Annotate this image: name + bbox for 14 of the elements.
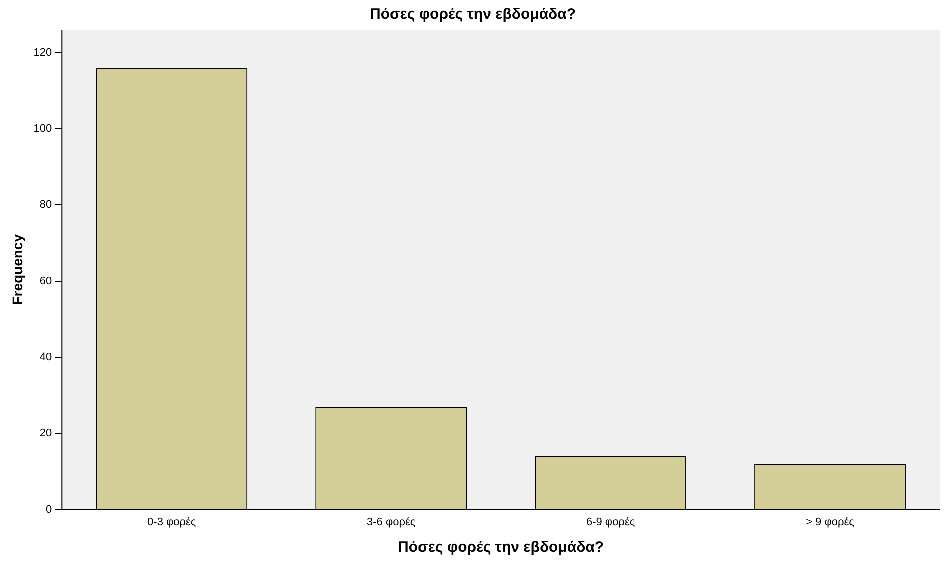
y-tick-label: 20: [40, 428, 52, 440]
x-tick-label: 6-9 φορές: [586, 516, 636, 528]
y-tick-label: 0: [46, 504, 52, 516]
y-tick-label: 100: [34, 123, 52, 136]
y-tick-label: 60: [40, 275, 52, 288]
y-tick-label: 40: [40, 352, 52, 364]
x-tick-label: 0-3 φορές: [148, 516, 196, 528]
x-tick-label: 3-6 φορές: [367, 516, 416, 528]
y-tick-label: 80: [40, 199, 52, 212]
y-axis-title: Frequency: [9, 234, 26, 306]
x-tick-label: > 9 φορές: [806, 516, 854, 528]
y-tick-label: 120: [34, 46, 52, 59]
chart-title: Πόσες φορές την εβδομάδα?: [370, 6, 576, 24]
x-axis-title: Πόσες φορές την εβδομάδα?: [398, 539, 604, 556]
